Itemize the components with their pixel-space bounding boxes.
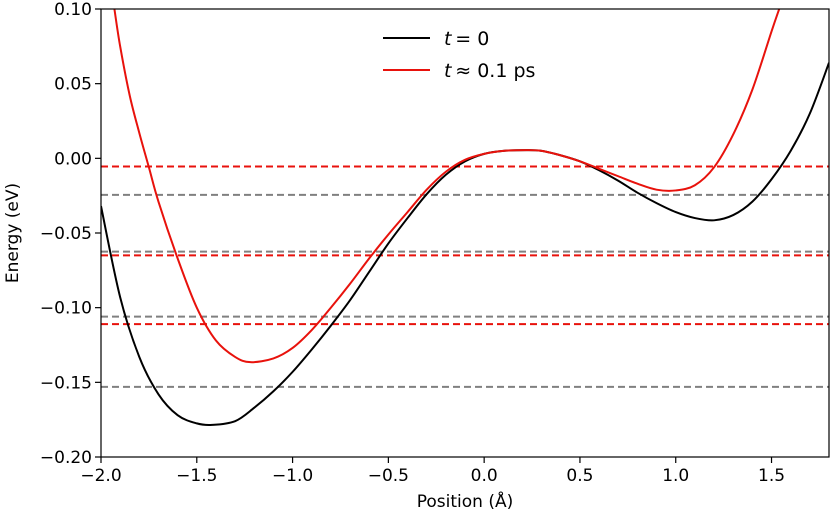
y-tick-label: 0.00 (54, 149, 92, 169)
energy-level-lines (101, 165, 829, 388)
y-tick-label: 0.10 (54, 0, 92, 20)
y-tick-label: −0.10 (40, 299, 92, 319)
x-tick-label: 0.5 (566, 466, 593, 486)
series-line-t0 (101, 62, 829, 427)
x-axis-ticks: −2.0 −1.5 −1.0 −0.5 0.0 0.5 1.0 1.5 (80, 457, 785, 486)
x-tick-label: 1.0 (662, 466, 689, 486)
x-tick-label: 1.5 (758, 466, 785, 486)
x-tick-label: 0.0 (471, 466, 498, 486)
legend-entry-label: t = 0 (444, 28, 489, 50)
y-axis-label: Energy (eV) (3, 183, 23, 283)
x-tick-label: −1.5 (176, 466, 217, 486)
legend-entry-label: t ≈ 0.1 ps (444, 60, 535, 82)
x-tick-label: −1.0 (272, 466, 313, 486)
y-tick-label: −0.05 (40, 224, 92, 244)
y-axis-ticks: −0.20 −0.15 −0.10 −0.05 0.00 0.05 0.10 (40, 0, 101, 468)
x-tick-label: −0.5 (368, 466, 409, 486)
y-tick-label: −0.20 (40, 448, 92, 468)
series-line-t01ps (113, 9, 781, 364)
x-tick-label: −2.0 (80, 466, 121, 486)
potential-curves (101, 9, 829, 427)
y-tick-label: −0.15 (40, 373, 92, 393)
y-tick-label: 0.05 (54, 75, 92, 95)
legend: t = 0 t ≈ 0.1 ps (383, 28, 535, 82)
x-axis-label: Position (Å) (417, 490, 514, 512)
